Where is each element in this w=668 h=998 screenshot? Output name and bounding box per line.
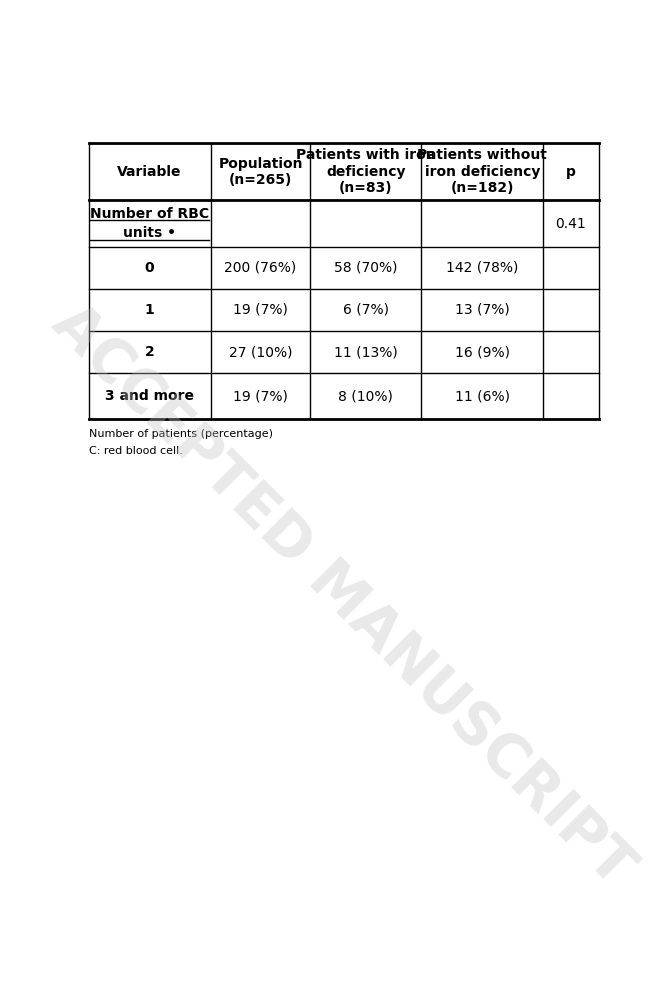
Text: 3 and more: 3 and more (105, 389, 194, 403)
Text: 142 (78%): 142 (78%) (446, 260, 518, 274)
Text: Number of patients (percentage): Number of patients (percentage) (89, 429, 273, 439)
Text: 2: 2 (145, 345, 154, 359)
Text: Patients without
iron deficiency
(n=182): Patients without iron deficiency (n=182) (418, 149, 547, 195)
Text: ACCEPTED MANUSCRIPT: ACCEPTED MANUSCRIPT (41, 294, 644, 897)
Text: 0: 0 (145, 260, 154, 274)
Text: Population
(n=265): Population (n=265) (218, 157, 303, 187)
Text: C: red blood cell.: C: red blood cell. (89, 445, 182, 456)
Text: 11 (13%): 11 (13%) (334, 345, 397, 359)
Text: 200 (76%): 200 (76%) (224, 260, 297, 274)
Text: 13 (7%): 13 (7%) (455, 303, 510, 317)
Text: 6 (7%): 6 (7%) (343, 303, 389, 317)
Text: 0.41: 0.41 (556, 217, 587, 231)
Text: 1: 1 (145, 303, 154, 317)
Text: 58 (70%): 58 (70%) (334, 260, 397, 274)
Text: 27 (10%): 27 (10%) (228, 345, 293, 359)
Text: 19 (7%): 19 (7%) (233, 389, 288, 403)
Text: 19 (7%): 19 (7%) (233, 303, 288, 317)
Text: Patients with iron
deficiency
(n=83): Patients with iron deficiency (n=83) (296, 149, 436, 195)
Text: units •: units • (123, 227, 176, 241)
Text: Variable: Variable (118, 165, 182, 179)
Text: Number of RBC: Number of RBC (90, 207, 209, 221)
Text: 11 (6%): 11 (6%) (455, 389, 510, 403)
Text: 8 (10%): 8 (10%) (339, 389, 393, 403)
Text: p: p (566, 165, 576, 179)
Text: 16 (9%): 16 (9%) (455, 345, 510, 359)
